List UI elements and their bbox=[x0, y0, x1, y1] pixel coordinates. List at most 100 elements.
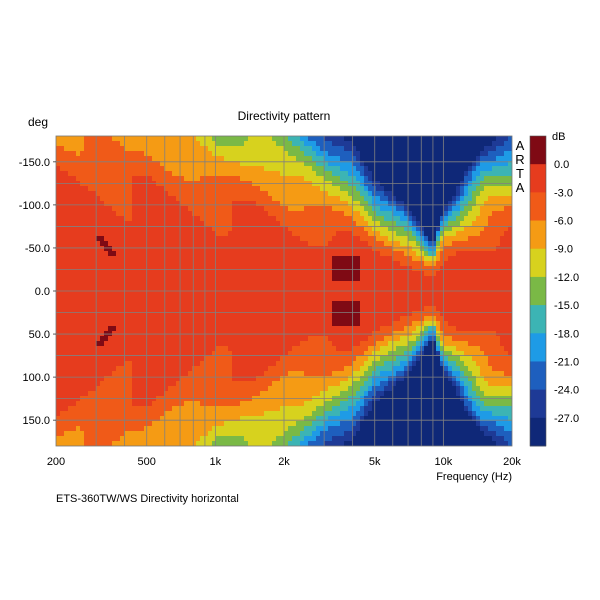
heatmap-cell bbox=[180, 291, 185, 297]
heatmap-cell bbox=[156, 161, 161, 167]
heatmap-cell bbox=[232, 271, 237, 277]
heatmap-cell bbox=[196, 261, 201, 267]
heatmap-cell bbox=[336, 391, 341, 397]
heatmap-cell bbox=[356, 171, 361, 177]
heatmap-cell bbox=[324, 206, 329, 212]
heatmap-cell bbox=[260, 291, 265, 297]
heatmap-cell bbox=[224, 141, 229, 147]
heatmap-cell bbox=[64, 346, 69, 352]
heatmap-cell bbox=[308, 321, 313, 327]
heatmap-cell bbox=[100, 196, 105, 202]
heatmap-cell bbox=[356, 221, 361, 227]
heatmap-cell bbox=[332, 296, 337, 302]
heatmap-cell bbox=[92, 326, 97, 332]
heatmap-cell bbox=[228, 181, 233, 187]
heatmap-cell bbox=[172, 136, 177, 142]
heatmap-cell bbox=[88, 226, 93, 232]
heatmap-cell bbox=[108, 226, 113, 232]
heatmap-cell bbox=[140, 421, 145, 427]
heatmap-cell bbox=[288, 146, 293, 152]
heatmap-cell bbox=[128, 426, 133, 432]
heatmap-cell bbox=[104, 436, 109, 442]
heatmap-cell bbox=[156, 341, 161, 347]
heatmap-cell bbox=[56, 156, 61, 162]
heatmap-cell bbox=[220, 221, 225, 227]
heatmap-cell bbox=[164, 411, 169, 417]
heatmap-cell bbox=[208, 216, 213, 222]
heatmap-cell bbox=[348, 356, 353, 362]
heatmap-cell bbox=[340, 271, 345, 277]
heatmap-cell bbox=[132, 426, 137, 432]
heatmap-cell bbox=[108, 171, 113, 177]
heatmap-cell bbox=[356, 311, 361, 317]
heatmap-cell bbox=[360, 271, 365, 277]
heatmap-cell bbox=[96, 181, 101, 187]
heatmap-cell bbox=[212, 251, 217, 257]
heatmap-cell bbox=[240, 281, 245, 287]
heatmap-cell bbox=[372, 356, 377, 362]
heatmap-cell bbox=[348, 426, 353, 432]
heatmap-cell bbox=[244, 251, 249, 257]
heatmap-cell bbox=[112, 336, 117, 342]
heatmap-cell bbox=[340, 251, 345, 257]
heatmap-cell bbox=[252, 286, 257, 292]
heatmap-cell bbox=[352, 301, 357, 307]
heatmap-cell bbox=[372, 431, 377, 437]
heatmap-cell bbox=[284, 371, 289, 377]
heatmap-cell bbox=[88, 136, 93, 142]
heatmap-cell bbox=[260, 256, 265, 262]
heatmap-cell bbox=[64, 411, 69, 417]
heatmap-cell bbox=[328, 256, 333, 262]
heatmap-cell bbox=[312, 186, 317, 192]
heatmap-cell bbox=[188, 346, 193, 352]
heatmap-cell bbox=[192, 436, 197, 442]
heatmap-cell bbox=[336, 236, 341, 242]
heatmap-cell bbox=[88, 321, 93, 327]
heatmap-cell bbox=[328, 416, 333, 422]
heatmap-cell bbox=[276, 181, 281, 187]
heatmap-cell bbox=[208, 421, 213, 427]
heatmap-cell bbox=[284, 206, 289, 212]
heatmap-cell bbox=[148, 191, 153, 197]
heatmap-cell bbox=[124, 381, 129, 387]
heatmap-cell bbox=[248, 141, 253, 147]
heatmap-cell bbox=[212, 191, 217, 197]
heatmap-cell bbox=[92, 416, 97, 422]
heatmap-cell bbox=[68, 361, 73, 367]
heatmap-cell bbox=[168, 171, 173, 177]
heatmap-cell bbox=[132, 366, 137, 372]
heatmap-cell bbox=[332, 286, 337, 292]
heatmap-cell bbox=[336, 386, 341, 392]
heatmap-cell bbox=[244, 361, 249, 367]
heatmap-cell bbox=[124, 371, 129, 377]
heatmap-cell bbox=[272, 186, 277, 192]
heatmap-cell bbox=[228, 241, 233, 247]
heatmap-cell bbox=[76, 326, 81, 332]
heatmap-cell bbox=[240, 306, 245, 312]
heatmap-cell bbox=[300, 161, 305, 167]
heatmap-cell bbox=[292, 231, 297, 237]
heatmap-cell bbox=[292, 341, 297, 347]
heatmap-cell bbox=[240, 311, 245, 317]
heatmap-cell bbox=[72, 321, 77, 327]
heatmap-cell bbox=[264, 166, 269, 172]
heatmap-cell bbox=[176, 346, 181, 352]
heatmap-cell bbox=[228, 171, 233, 177]
heatmap-cell bbox=[332, 276, 337, 282]
heatmap-cell bbox=[320, 236, 325, 242]
heatmap-cell bbox=[192, 406, 197, 412]
heatmap-cell bbox=[56, 426, 61, 432]
heatmap-cell bbox=[88, 426, 93, 432]
heatmap-cell bbox=[96, 291, 101, 297]
heatmap-cell bbox=[248, 281, 253, 287]
heatmap-cell bbox=[104, 136, 109, 142]
heatmap-cell bbox=[212, 416, 217, 422]
heatmap-cell bbox=[352, 431, 357, 437]
heatmap-cell bbox=[276, 276, 281, 282]
heatmap-cell bbox=[152, 146, 157, 152]
heatmap-cell bbox=[184, 156, 189, 162]
heatmap-cell bbox=[120, 156, 125, 162]
heatmap-cell bbox=[136, 156, 141, 162]
heatmap-cell bbox=[260, 171, 265, 177]
heatmap-cell bbox=[204, 171, 209, 177]
